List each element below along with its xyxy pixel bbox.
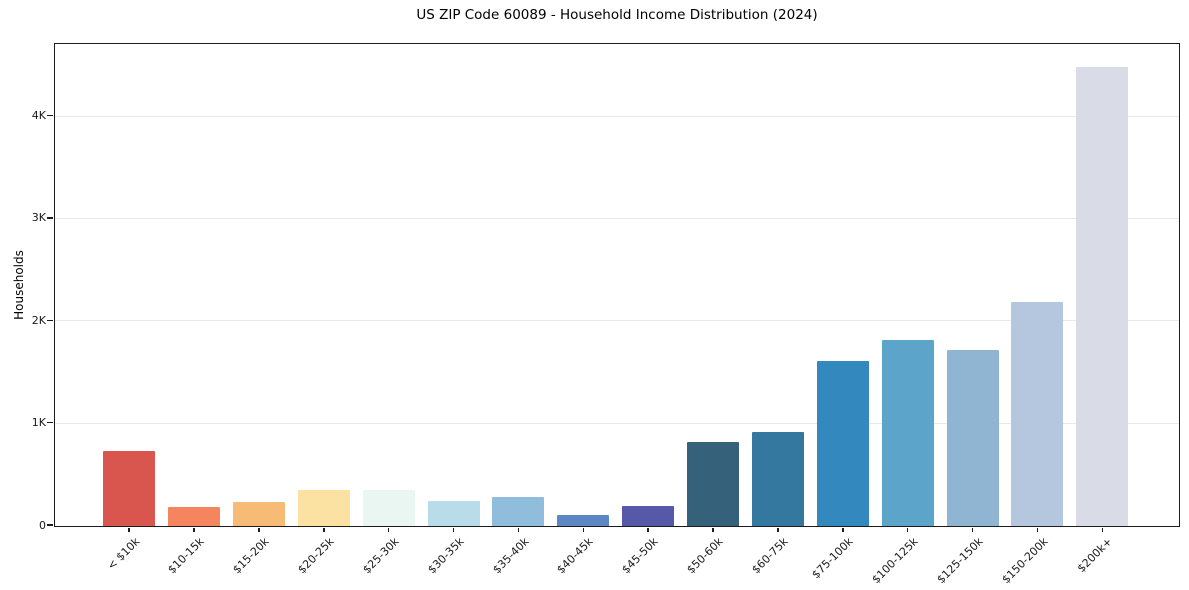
bar xyxy=(103,451,156,526)
bar xyxy=(946,349,999,526)
x-tick-mark xyxy=(842,527,844,532)
y-tick-mark xyxy=(47,114,53,117)
gridline xyxy=(55,115,1179,117)
gridline xyxy=(55,217,1179,219)
chart-title: US ZIP Code 60089 - Household Income Dis… xyxy=(416,7,818,23)
bar xyxy=(232,502,285,526)
y-tick-label: 0 xyxy=(39,518,46,532)
y-tick-label: 4K xyxy=(31,109,46,123)
bar xyxy=(557,514,610,526)
y-tick-label: 3K xyxy=(31,211,46,225)
plot-area xyxy=(47,43,1180,532)
y-tick-label: 1K xyxy=(31,416,46,430)
bar xyxy=(751,431,804,526)
bar xyxy=(687,442,740,526)
x-tick-mark xyxy=(1101,527,1103,532)
x-tick-label-text: $60-75k xyxy=(749,535,791,577)
x-tick-label-text: $75-100k xyxy=(809,535,856,582)
bar xyxy=(622,505,675,526)
bar xyxy=(362,490,415,526)
y-axis-label: Households xyxy=(12,250,26,320)
x-tick-label-text: $30-35k xyxy=(424,535,467,577)
y-tick-mark xyxy=(47,319,53,322)
x-tick-label-text: $100-125k xyxy=(869,535,921,587)
x-tick-mark xyxy=(517,527,520,532)
x-tick-label-text: $50-60k xyxy=(684,535,726,577)
y-tick-label: 2K xyxy=(31,313,46,327)
bar xyxy=(816,360,869,526)
x-tick-mark xyxy=(452,527,455,532)
y-tick-mark xyxy=(47,421,53,424)
x-tick-mark xyxy=(777,527,779,532)
x-tick-label-text: $15-20k xyxy=(230,535,272,577)
x-tick-mark xyxy=(193,527,195,532)
x-tick-mark xyxy=(712,527,714,532)
x-tick-label-text: $25-30k xyxy=(360,535,402,577)
x-tick-mark xyxy=(647,527,649,532)
y-tick-mark xyxy=(47,524,53,526)
x-tick-label-text: < $10k xyxy=(104,535,142,573)
x-tick-label-text: $35-40k xyxy=(489,535,532,577)
x-tick-label-text: $125-150k xyxy=(934,535,986,587)
x-tick-label-text: $10-15k xyxy=(165,535,207,577)
x-tick-label-text: $40-45k xyxy=(554,535,596,577)
x-tick-mark xyxy=(323,527,325,532)
x-tick-mark xyxy=(971,527,974,532)
gridline xyxy=(55,422,1179,424)
x-tick-mark xyxy=(582,527,585,532)
x-tick-label-text: $200k+ xyxy=(1074,535,1115,576)
bar xyxy=(168,506,221,526)
bar xyxy=(297,490,350,526)
bar xyxy=(881,339,934,526)
bar xyxy=(492,497,545,526)
x-tick-label-text: $20-25k xyxy=(295,535,337,577)
x-tick-label-text: $150-200k xyxy=(998,535,1051,587)
x-tick-mark xyxy=(128,527,130,532)
x-tick-mark xyxy=(387,527,390,532)
x-tick-mark xyxy=(906,527,909,532)
bar xyxy=(1076,66,1129,526)
x-tick-label-text: $45-50k xyxy=(619,535,661,577)
x-tick-mark xyxy=(1036,527,1039,532)
bar xyxy=(427,501,480,526)
gridline xyxy=(55,320,1179,322)
y-tick-mark xyxy=(47,217,53,219)
x-tick-mark xyxy=(258,527,260,532)
bar xyxy=(1011,302,1064,526)
